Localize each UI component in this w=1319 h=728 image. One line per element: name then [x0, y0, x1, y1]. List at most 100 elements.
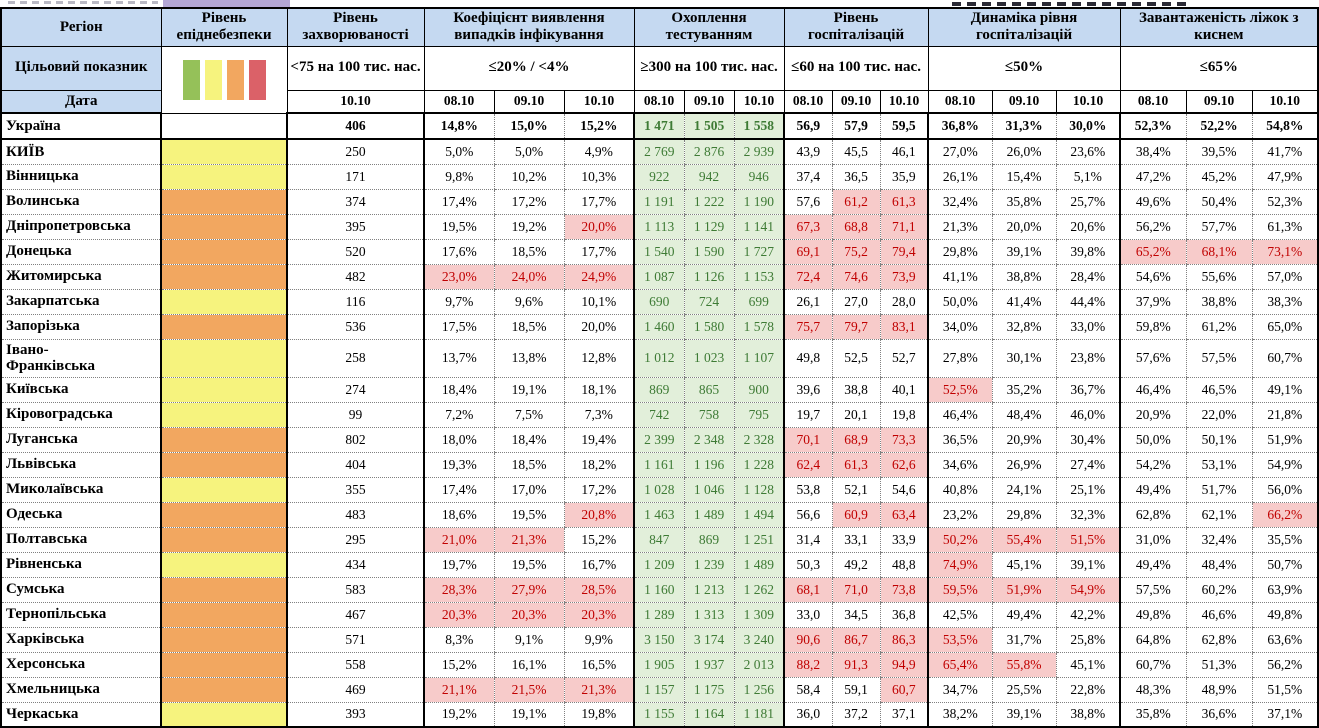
hospitalization-dynamics-value: 38,8% [1055, 702, 1121, 727]
hospitalization-level-value: 57,9 [831, 113, 881, 140]
testing-coverage-value: 1 289 [633, 602, 685, 628]
header-group-4: Динаміка рівня госпіталізацій [927, 7, 1121, 47]
hospitalization-level-value: 75,2 [831, 239, 881, 265]
testing-coverage-value: 2 399 [633, 427, 685, 453]
hospitalization-level-value: 68,1 [783, 577, 833, 603]
morbidity-value: 295 [286, 527, 424, 553]
oxygen-bed-occupancy-value: 56,0% [1251, 477, 1319, 503]
hospitalization-dynamics-value: 49,4% [991, 602, 1057, 628]
header-region: Регіон [0, 7, 162, 47]
hospitalization-dynamics-value: 27,0% [927, 139, 993, 165]
hospitalization-dynamics-value: 29,8% [991, 502, 1057, 528]
cropped-text-fragment-left [8, 1, 158, 4]
region-name: Запорізька [1, 314, 161, 340]
morbidity-value: 406 [286, 113, 424, 140]
danger-status-cell [160, 339, 287, 378]
table-row: Сумська 583 28,3% 27,9% 28,5% 1 160 1 213 1 262… [1, 577, 1319, 603]
morbidity-value: 171 [286, 164, 424, 190]
region-name: КИЇВ [1, 139, 161, 165]
hospitalization-dynamics-value: 42,5% [927, 602, 993, 628]
detection-rate-value: 17,2% [563, 477, 635, 503]
hospitalization-dynamics-value: 24,1% [991, 477, 1057, 503]
detection-rate-value: 4,9% [563, 139, 635, 165]
header-target-label: Цільовий показник [0, 45, 162, 91]
detection-rate-value: 20,3% [423, 602, 494, 628]
hospitalization-dynamics-value: 34,0% [927, 314, 993, 340]
oxygen-bed-occupancy-value: 22,0% [1185, 402, 1253, 428]
danger-status-cell [160, 527, 287, 553]
hospitalization-dynamics-value: 30,0% [1055, 113, 1121, 140]
hospitalization-dynamics-value: 25,5% [991, 677, 1057, 703]
oxygen-bed-occupancy-value: 60,7% [1251, 339, 1319, 378]
oxygen-bed-occupancy-value: 35,5% [1251, 527, 1319, 553]
hospitalization-level-value: 79,7 [831, 314, 881, 340]
oxygen-bed-occupancy-value: 51,5% [1251, 677, 1319, 703]
testing-coverage-value: 742 [633, 402, 685, 428]
hospitalization-level-value: 40,1 [879, 377, 929, 403]
danger-status-cell [160, 289, 287, 315]
header-date-cell: 10.10 [286, 89, 425, 114]
testing-coverage-value: 1 141 [733, 214, 785, 240]
detection-rate-value: 19,5% [423, 214, 494, 240]
oxygen-bed-occupancy-value: 49,6% [1119, 189, 1187, 215]
hospitalization-dynamics-value: 54,9% [1055, 577, 1121, 603]
hospitalization-dynamics-value: 51,9% [991, 577, 1057, 603]
detection-rate-value: 23,0% [423, 264, 494, 290]
testing-coverage-value: 900 [733, 377, 785, 403]
table-row: Донецька 520 17,6% 18,5% 17,7% 1 540 1 590 1 72… [1, 239, 1319, 265]
oxygen-bed-occupancy-value: 39,5% [1185, 139, 1253, 165]
hospitalization-level-value: 33,1 [831, 527, 881, 553]
detection-rate-value: 7,2% [423, 402, 494, 428]
detection-rate-value: 18,5% [493, 239, 564, 265]
hospitalization-dynamics-value: 35,2% [991, 377, 1057, 403]
testing-coverage-value: 1 209 [633, 552, 685, 578]
testing-coverage-value: 1 239 [683, 552, 735, 578]
hospitalization-level-value: 45,5 [831, 139, 881, 165]
testing-coverage-value: 3 240 [733, 627, 785, 653]
hospitalization-level-value: 94,9 [879, 652, 929, 678]
hospitalization-dynamics-value: 59,5% [927, 577, 993, 603]
header-date-cell: 08.10 [633, 89, 685, 114]
hospitalization-level-value: 19,7 [783, 402, 833, 428]
oxygen-bed-occupancy-value: 64,8% [1119, 627, 1187, 653]
testing-coverage-value: 1 256 [733, 677, 785, 703]
header-date-cell: 09.10 [831, 89, 881, 114]
testing-coverage-value: 758 [683, 402, 735, 428]
oxygen-bed-occupancy-value: 49,4% [1119, 477, 1187, 503]
morbidity-value: 395 [286, 214, 424, 240]
hospitalization-level-value: 43,9 [783, 139, 833, 165]
testing-coverage-value: 1 213 [683, 577, 735, 603]
legend-swatch-yellow-icon [204, 59, 222, 100]
hospitalization-dynamics-value: 32,8% [991, 314, 1057, 340]
detection-rate-value: 18,2% [563, 452, 635, 478]
hospitalization-level-value: 36,8 [879, 602, 929, 628]
hospitalization-dynamics-value: 39,1% [991, 702, 1057, 727]
hospitalization-level-value: 79,4 [879, 239, 929, 265]
oxygen-bed-occupancy-value: 50,7% [1251, 552, 1319, 578]
region-name: Житомирська [1, 264, 161, 290]
hospitalization-level-value: 56,9 [783, 113, 833, 140]
table-body: Україна 406 14,8% 15,0% 15,2% 1 471 1 505 1 558… [1, 113, 1319, 727]
hospitalization-dynamics-value: 30,1% [991, 339, 1057, 378]
hospitalization-dynamics-value: 27,4% [1055, 452, 1121, 478]
oxygen-bed-occupancy-value: 46,6% [1185, 602, 1253, 628]
hospitalization-dynamics-value: 40,8% [927, 477, 993, 503]
region-name: Київська [1, 377, 161, 403]
detection-rate-value: 17,7% [563, 189, 635, 215]
oxygen-bed-occupancy-value: 60,7% [1119, 652, 1187, 678]
testing-coverage-value: 795 [733, 402, 785, 428]
oxygen-bed-occupancy-value: 50,4% [1185, 189, 1253, 215]
oxygen-bed-occupancy-value: 56,2% [1119, 214, 1187, 240]
legend-swatch-orange-icon [226, 59, 244, 100]
testing-coverage-value: 3 174 [683, 627, 735, 653]
header-date-cell: 10.10 [563, 89, 635, 114]
hospitalization-level-value: 59,5 [879, 113, 929, 140]
detection-rate-value: 17,5% [423, 314, 494, 340]
testing-coverage-value: 1 155 [633, 702, 685, 727]
morbidity-value: 374 [286, 189, 424, 215]
hospitalization-level-value: 19,8 [879, 402, 929, 428]
oxygen-bed-occupancy-value: 47,2% [1119, 164, 1187, 190]
detection-rate-value: 8,3% [423, 627, 494, 653]
oxygen-bed-occupancy-value: 61,3% [1251, 214, 1319, 240]
detection-rate-value: 19,8% [563, 702, 635, 727]
